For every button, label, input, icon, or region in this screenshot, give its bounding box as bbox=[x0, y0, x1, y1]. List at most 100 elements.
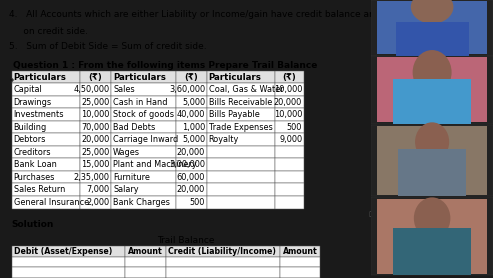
Text: 10,000: 10,000 bbox=[274, 85, 302, 94]
Bar bbox=[176, 146, 207, 158]
Text: 5,000: 5,000 bbox=[182, 135, 205, 144]
Bar bbox=[207, 183, 275, 196]
Text: 500: 500 bbox=[287, 123, 302, 132]
Text: Investments: Investments bbox=[14, 110, 64, 119]
Bar bbox=[275, 121, 304, 133]
Bar bbox=[12, 246, 125, 257]
Bar bbox=[80, 71, 111, 83]
Text: 500: 500 bbox=[190, 198, 205, 207]
Text: 5,000: 5,000 bbox=[182, 98, 205, 107]
Bar bbox=[398, 149, 466, 196]
Bar bbox=[275, 158, 304, 171]
Bar bbox=[111, 196, 176, 208]
Bar bbox=[275, 108, 304, 121]
Bar bbox=[176, 171, 207, 183]
Text: Stock of goods: Stock of goods bbox=[113, 110, 174, 119]
Text: (₹): (₹) bbox=[184, 73, 198, 82]
Text: Bad Debts: Bad Debts bbox=[113, 123, 155, 132]
Bar bbox=[12, 83, 80, 96]
Text: 9,000: 9,000 bbox=[279, 135, 302, 144]
Bar bbox=[166, 267, 280, 278]
Text: Solution: Solution bbox=[11, 220, 54, 229]
Ellipse shape bbox=[413, 50, 452, 95]
Text: 4,50,000: 4,50,000 bbox=[73, 85, 109, 94]
Text: *: * bbox=[9, 78, 14, 87]
Bar bbox=[111, 71, 176, 83]
Bar bbox=[207, 96, 275, 108]
Bar bbox=[371, 56, 493, 124]
Bar bbox=[12, 121, 80, 133]
Text: 7,000: 7,000 bbox=[86, 185, 109, 194]
Bar bbox=[12, 183, 80, 196]
Bar bbox=[176, 108, 207, 121]
Bar bbox=[80, 171, 111, 183]
Bar bbox=[377, 57, 487, 122]
Text: 1,000: 1,000 bbox=[182, 123, 205, 132]
Text: Building: Building bbox=[14, 123, 47, 132]
Text: Bank Charges: Bank Charges bbox=[113, 198, 170, 207]
Text: Debit (Asset/Expense): Debit (Asset/Expense) bbox=[14, 247, 112, 256]
Text: on credit side.: on credit side. bbox=[9, 27, 88, 36]
Text: Furniture: Furniture bbox=[113, 173, 150, 182]
Bar bbox=[111, 108, 176, 121]
Text: Bank Loan: Bank Loan bbox=[14, 160, 57, 169]
Text: General Insurance: General Insurance bbox=[14, 198, 89, 207]
Bar bbox=[275, 71, 304, 83]
Bar bbox=[80, 133, 111, 146]
Bar bbox=[111, 158, 176, 171]
Text: Trade Expenses: Trade Expenses bbox=[209, 123, 273, 132]
Bar bbox=[377, 1, 487, 54]
Bar bbox=[12, 71, 80, 83]
Bar bbox=[275, 146, 304, 158]
Bar bbox=[280, 246, 320, 257]
Bar bbox=[371, 0, 493, 56]
Bar bbox=[125, 257, 166, 267]
Bar bbox=[275, 171, 304, 183]
Text: 4.   All Accounts which are either Liability or Income/gain have credit balance : 4. All Accounts which are either Liabili… bbox=[9, 10, 430, 19]
Bar bbox=[176, 196, 207, 208]
Bar bbox=[377, 126, 487, 195]
Bar bbox=[371, 125, 493, 196]
Bar bbox=[207, 71, 275, 83]
Bar bbox=[111, 146, 176, 158]
Text: Coal, Gas & Water: Coal, Gas & Water bbox=[209, 85, 283, 94]
Bar bbox=[111, 96, 176, 108]
Text: Amount: Amount bbox=[282, 247, 317, 256]
Bar bbox=[176, 121, 207, 133]
Bar bbox=[176, 183, 207, 196]
Bar bbox=[275, 96, 304, 108]
Text: (₹): (₹) bbox=[282, 73, 296, 82]
Text: 10,000: 10,000 bbox=[81, 110, 109, 119]
Bar bbox=[80, 183, 111, 196]
Text: 2,000: 2,000 bbox=[86, 198, 109, 207]
Bar bbox=[12, 146, 80, 158]
Text: Royalty: Royalty bbox=[209, 135, 239, 144]
Ellipse shape bbox=[414, 197, 451, 239]
Text: Credit (Liability/Income): Credit (Liability/Income) bbox=[168, 247, 276, 256]
Text: 20,000: 20,000 bbox=[81, 135, 109, 144]
Text: Drawings: Drawings bbox=[14, 98, 52, 107]
Text: Bills Payable: Bills Payable bbox=[209, 110, 259, 119]
Bar bbox=[275, 83, 304, 96]
Text: Sales: Sales bbox=[113, 85, 135, 94]
Text: Salary: Salary bbox=[113, 185, 139, 194]
Bar bbox=[111, 83, 176, 96]
Bar bbox=[207, 83, 275, 96]
Text: 10,000: 10,000 bbox=[274, 110, 302, 119]
Bar bbox=[12, 108, 80, 121]
Text: 70,000: 70,000 bbox=[81, 123, 109, 132]
Text: 25,000: 25,000 bbox=[81, 98, 109, 107]
Text: Amount: Amount bbox=[128, 247, 163, 256]
Bar bbox=[12, 96, 80, 108]
Text: Particulars: Particulars bbox=[14, 73, 67, 82]
Text: Wages: Wages bbox=[113, 148, 140, 157]
Bar bbox=[275, 133, 304, 146]
Bar bbox=[12, 158, 80, 171]
Bar bbox=[125, 246, 166, 257]
Text: 2,35,000: 2,35,000 bbox=[73, 173, 109, 182]
Text: Cash in Hand: Cash in Hand bbox=[113, 98, 168, 107]
Bar bbox=[280, 257, 320, 267]
Bar bbox=[207, 171, 275, 183]
Bar bbox=[80, 96, 111, 108]
Text: □: □ bbox=[368, 211, 375, 217]
